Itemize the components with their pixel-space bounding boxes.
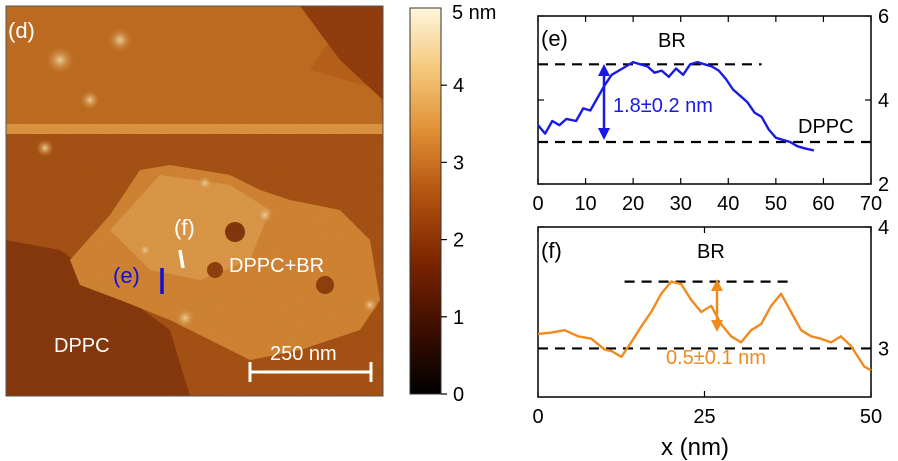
panel-f-annotation-height: 0.5±0.1 nm (666, 347, 766, 369)
panel-f-x-tick-label: 25 (693, 406, 715, 428)
panel-e-x-tick-label: 40 (717, 193, 739, 215)
panel-e-annotation-br: BR (658, 30, 686, 52)
panel-e-x-tick-label: 50 (765, 193, 787, 215)
panel-e-x-tick-label: 60 (812, 193, 834, 215)
chart-panel-f: (f) 0 25 50 3 4 BR 0.5±0.1 nm x (nm) (532, 217, 889, 461)
panel-e-x-tick-label: 70 (860, 193, 882, 215)
panel-e-y-tick-label: 6 (878, 6, 889, 28)
panel-e-x-tick-label: 20 (622, 193, 644, 215)
panel-e-annotation-height: 1.8±0.2 nm (613, 95, 713, 117)
profile-marker-f-line (178, 249, 185, 269)
panel-e-label: (e) (541, 26, 568, 51)
scale-bar (248, 362, 373, 382)
afm-image-frame (5, 5, 384, 397)
panel-f-y-tick-label: 3 (878, 338, 889, 360)
panel-e-x-tick-label: 30 (670, 193, 692, 215)
colorbar-unit-label: 5 nm (452, 2, 496, 24)
colorbar-tick-label: 4 (453, 75, 464, 97)
afm-image (6, 6, 383, 396)
panel-f-height-arrow (711, 279, 723, 332)
profile-marker-f-label: (f) (174, 215, 195, 240)
panel-f-series-line (537, 280, 872, 372)
panel-e-height-arrow (598, 64, 610, 140)
panel-f-frame (537, 226, 872, 398)
colorbar-tick-label: 2 (453, 230, 464, 252)
profile-marker-e-label: (e) (113, 263, 140, 288)
colorbar-tick-label: 3 (453, 152, 464, 174)
panel-f-x-tick-label: 50 (860, 406, 882, 428)
panel-e-series-line (537, 61, 815, 152)
panel-f-xlabel: x (nm) (661, 434, 729, 461)
colorbar-tick-label: 0 (453, 384, 464, 406)
scale-bar-label: 250 nm (270, 343, 337, 365)
panel-e-y-tick-label: 4 (878, 90, 889, 112)
panel-e-y-tick-label: 2 (878, 174, 889, 196)
panel-e-frame (537, 15, 872, 185)
panel-f-y-tick-label: 4 (878, 217, 889, 239)
colorbar-ticks: 0 1 2 3 4 (441, 75, 464, 406)
panel-e-x-tick-label: 0 (532, 193, 543, 215)
chart-panel-e: (e) 0 10 20 30 40 50 60 702 4 6 BR 1.8±0.2 nm DPP… (532, 6, 889, 215)
colorbar-tick-label: 1 (453, 307, 464, 329)
panel-f-annotation-br: BR (697, 241, 725, 263)
colorbar (409, 7, 442, 395)
panel-f-x-tick-label: 0 (532, 406, 543, 428)
afm-panel-label: (d) (8, 18, 35, 43)
panel-e-x-tick-label: 10 (574, 193, 596, 215)
panel-f-label: (f) (541, 238, 562, 263)
afm-region-label-dppc: DPPC (54, 335, 110, 357)
panel-e-annotation-dppc: DPPC (798, 116, 854, 138)
afm-region-label-dppc-br: DPPC+BR (229, 255, 324, 277)
